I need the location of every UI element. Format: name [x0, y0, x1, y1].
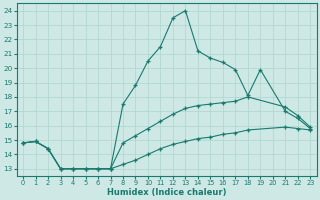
X-axis label: Humidex (Indice chaleur): Humidex (Indice chaleur)	[107, 188, 227, 197]
